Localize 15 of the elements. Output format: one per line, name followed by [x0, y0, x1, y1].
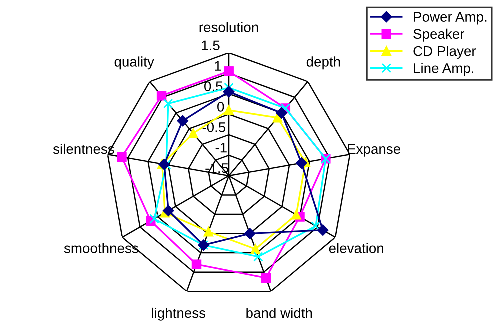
y-tick-label: 0 — [218, 102, 224, 112]
y-tick-label: -1 — [216, 143, 227, 153]
legend-label: Speaker — [414, 28, 465, 42]
spoke-label: lightness — [152, 308, 206, 321]
legend-label: Power Amp. — [414, 12, 487, 25]
spoke-label: quality — [114, 56, 154, 70]
spoke-label: depth — [306, 56, 340, 70]
spoke-label: Expanse — [348, 144, 400, 157]
legend-label: CD Player — [414, 46, 476, 59]
y-tick-label: 1.5 — [202, 40, 220, 51]
y-tick-label: 1 — [215, 61, 222, 71]
spoke-label: elevation — [329, 243, 384, 254]
spoke-label: band width — [246, 308, 312, 318]
legend-label: Line Amp. — [414, 63, 474, 76]
spoke-label: resolution — [200, 22, 258, 32]
